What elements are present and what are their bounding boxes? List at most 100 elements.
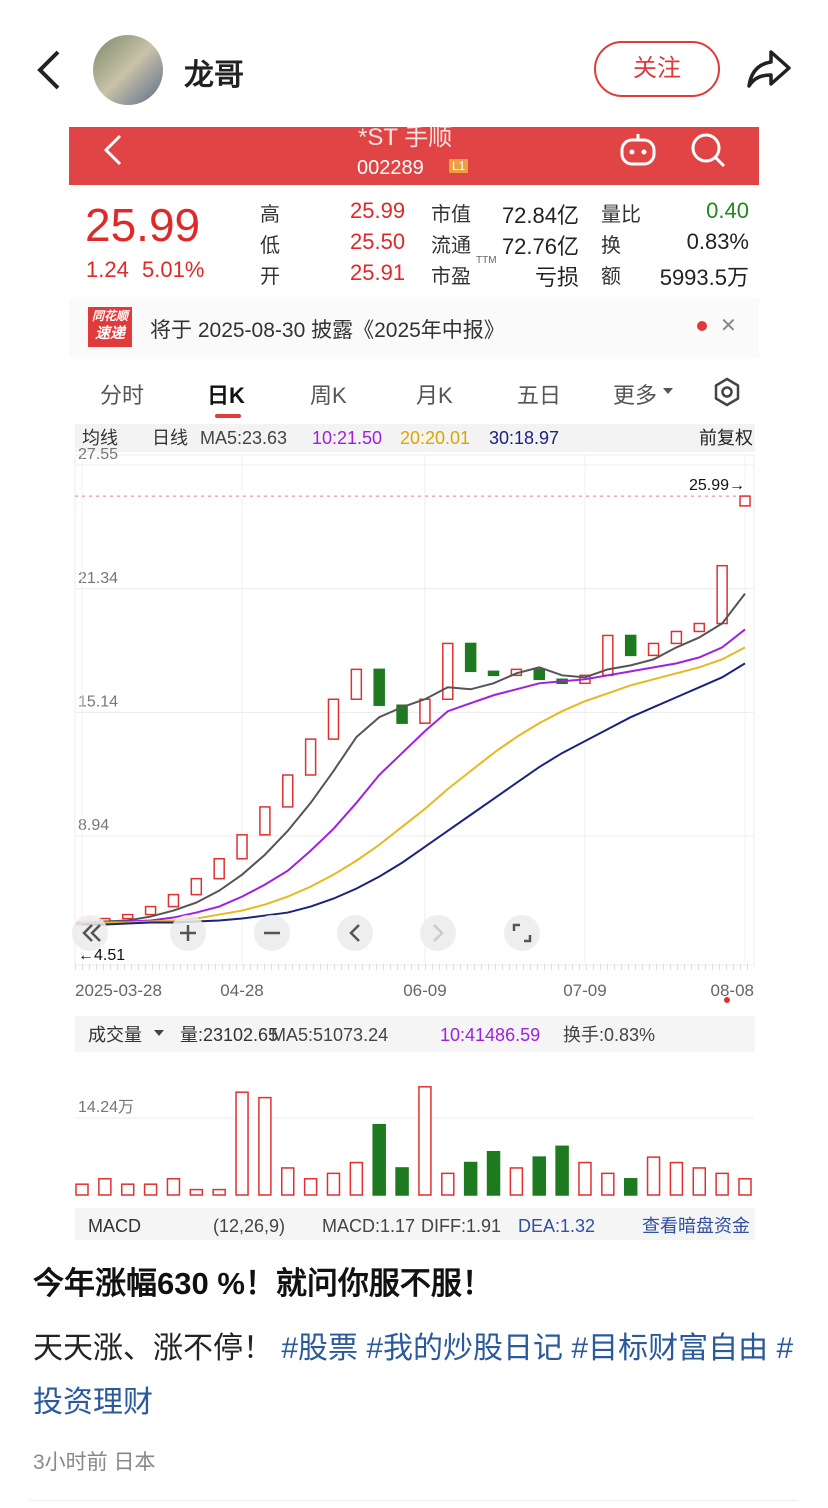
y-tick-label: 15.14 xyxy=(78,693,118,710)
dropdown-arrow xyxy=(154,1030,164,1036)
volume-bar xyxy=(669,1161,684,1196)
quote-cell: 0.40 xyxy=(706,198,749,223)
candle xyxy=(259,806,271,836)
volume-bar xyxy=(601,1172,615,1196)
volume-legend: MA5:51073.24 xyxy=(271,1025,388,1045)
quote-cell: 开 xyxy=(260,266,280,288)
notice-close[interactable]: ✕ xyxy=(720,315,737,337)
candle xyxy=(487,670,500,677)
macd-legend: MACD xyxy=(88,1216,141,1236)
macd-legend: (12,26,9) xyxy=(213,1216,285,1236)
tab[interactable]: 更多 xyxy=(613,383,658,408)
quote-cell: 25.99 xyxy=(350,198,406,223)
logo-bottom: 速递 xyxy=(94,325,125,342)
volume-bar xyxy=(303,1178,318,1196)
candle xyxy=(464,642,477,673)
hashtag[interactable]: #投资理财 xyxy=(33,1332,794,1419)
notice-logo: 同花顺 速递 xyxy=(88,307,132,347)
share-icon[interactable] xyxy=(745,46,795,90)
volume-bar xyxy=(418,1086,432,1196)
stock-code: 002289 xyxy=(357,157,424,179)
candle xyxy=(373,668,385,706)
volume-legend: 量:23102.65 xyxy=(180,1025,278,1045)
ma-legend: 10:21.50 xyxy=(312,428,382,448)
volume-bar xyxy=(509,1167,524,1196)
tab-underline xyxy=(215,414,241,418)
quote-cell: 量比 xyxy=(601,204,641,226)
volume-bar xyxy=(395,1167,409,1196)
volume-bar xyxy=(532,1156,546,1196)
quote-cell: 换 xyxy=(601,235,621,257)
y-tick-label: 8.94 xyxy=(78,817,109,834)
volume-bar xyxy=(212,1188,226,1196)
quote-cell: 额 xyxy=(601,266,621,288)
price-change-pct: 5.01% xyxy=(142,257,205,282)
x-tick-label: 08-08 xyxy=(711,981,754,1000)
candle xyxy=(350,668,363,701)
macd-legend: DIFF:1.91 xyxy=(421,1216,501,1236)
last-price-label: 25.99→ xyxy=(689,477,745,494)
user-name[interactable]: 龙哥 xyxy=(184,59,244,92)
kline-chart: 均线 日线 MA5:23.63 10:21.50 20:20.01 30:18.97 前复权… xyxy=(74,424,755,1236)
volume-bar xyxy=(486,1150,501,1196)
tab[interactable]: 日K xyxy=(207,383,245,408)
volume-bar xyxy=(143,1183,158,1196)
candle xyxy=(121,913,134,920)
candle xyxy=(442,642,454,701)
volume-bar xyxy=(326,1172,341,1196)
ma-legend: MA5:23.63 xyxy=(200,428,287,448)
candle xyxy=(670,630,683,645)
notice-text[interactable]: 将于 2025-08-30 披露《2025年中报》 xyxy=(150,319,505,342)
notice-dot xyxy=(697,321,707,331)
hashtag[interactable]: #目标财富自由 xyxy=(571,1332,769,1365)
hashtag[interactable]: #股票 xyxy=(281,1332,359,1365)
ma-legend: 20:20.01 xyxy=(400,428,470,448)
volume-bar xyxy=(75,1183,89,1196)
tab[interactable]: 月K xyxy=(416,383,453,408)
divider xyxy=(30,1500,798,1501)
macd-legend: 查看暗盘资金 xyxy=(642,1216,750,1236)
follow-button[interactable]: 关注 xyxy=(594,41,720,97)
quote-cell: 72.84亿 xyxy=(501,203,579,228)
more-arrow xyxy=(663,388,673,394)
volume-bar xyxy=(372,1123,386,1196)
tab[interactable]: 周K xyxy=(310,383,347,408)
candle xyxy=(236,834,248,860)
volume-bar xyxy=(441,1172,455,1196)
ttm-label: TTM xyxy=(476,255,497,266)
avatar[interactable] xyxy=(93,35,163,105)
quote-cell: 0.83% xyxy=(686,229,749,254)
current-date-dot xyxy=(724,997,730,1003)
volume-bar xyxy=(281,1167,295,1196)
hashtag[interactable]: #我的炒股日记 xyxy=(366,1332,564,1365)
settings-icon[interactable] xyxy=(711,376,743,408)
post-title: 今年涨幅630 %！就问你服不服！ xyxy=(33,1266,493,1301)
level-badge: L1 xyxy=(449,159,469,173)
volume-legend: 换手:0.83% xyxy=(563,1025,655,1045)
macd-legend: DEA:1.32 xyxy=(518,1216,595,1236)
tab[interactable]: 分时 xyxy=(100,383,145,408)
robot-icon xyxy=(620,134,656,166)
volume-bar xyxy=(258,1096,272,1196)
quote-cell: 亏损 xyxy=(534,265,579,290)
x-tick-label: 04-28 xyxy=(220,981,263,1000)
candle xyxy=(304,738,317,776)
volume-bar xyxy=(235,1091,249,1196)
macd-legend: MACD:1.17 xyxy=(322,1216,415,1236)
tab[interactable]: 五日 xyxy=(517,383,562,408)
ma-line xyxy=(82,628,746,924)
stock-name: *ST 手顺 xyxy=(358,124,453,151)
candle xyxy=(396,704,408,724)
quote-cell: 72.76亿 xyxy=(501,234,579,259)
post-meta: 3小时前 日本 xyxy=(33,1446,156,1476)
volume-legend-bar xyxy=(75,1016,755,1052)
back-icon[interactable] xyxy=(30,48,70,92)
volume-bar xyxy=(189,1188,204,1196)
volume-bar xyxy=(623,1178,638,1196)
stock-header xyxy=(69,127,759,185)
candle xyxy=(419,698,431,724)
volume-legend: 10:41486.59 xyxy=(440,1025,540,1045)
ma-legend: 均线 xyxy=(82,428,118,448)
candle xyxy=(647,642,660,657)
volume-bar xyxy=(349,1161,364,1196)
